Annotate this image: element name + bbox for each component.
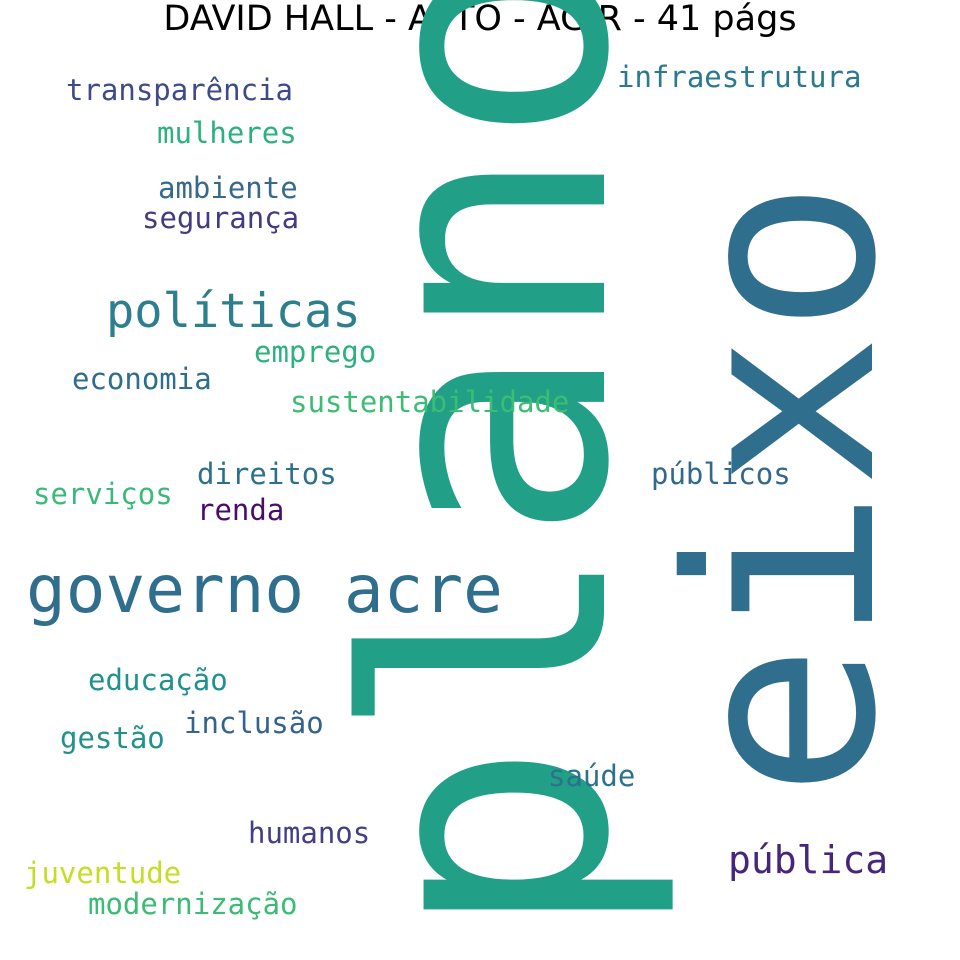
word-emprego: emprego: [254, 335, 377, 369]
word-gestao: gestão: [60, 721, 165, 755]
word-governo-acre: governo acre: [26, 551, 503, 628]
word-economia: economia: [72, 362, 212, 396]
word-seguranca: segurança: [142, 201, 300, 235]
word-saude: saúde: [548, 759, 636, 793]
word-direitos: direitos: [197, 457, 337, 491]
word-plano: plano: [298, 0, 682, 940]
word-educacao: educação: [88, 663, 228, 697]
word-servicos: serviços: [33, 477, 173, 511]
word-infraestrutura: infraestrutura: [617, 60, 862, 94]
word-publica: pública: [728, 838, 889, 882]
word-transparencia: transparência: [66, 73, 293, 107]
word-publicos: públicos: [651, 457, 791, 491]
word-politicas: políticas: [106, 284, 361, 339]
word-humanos: humanos: [248, 816, 371, 850]
page-title: DAVID HALL - APTO - AGIR - 41 págs: [163, 0, 797, 39]
word-inclusao: inclusão: [184, 706, 324, 740]
word-modernizacao: modernização: [88, 887, 298, 921]
word-juventude: juventude: [24, 856, 182, 890]
word-renda: renda: [197, 493, 285, 527]
word-sustentabilidade: sustentabilidade: [290, 385, 570, 419]
word-mulheres: mulheres: [157, 116, 297, 150]
word-ambiente: ambiente: [158, 171, 298, 205]
